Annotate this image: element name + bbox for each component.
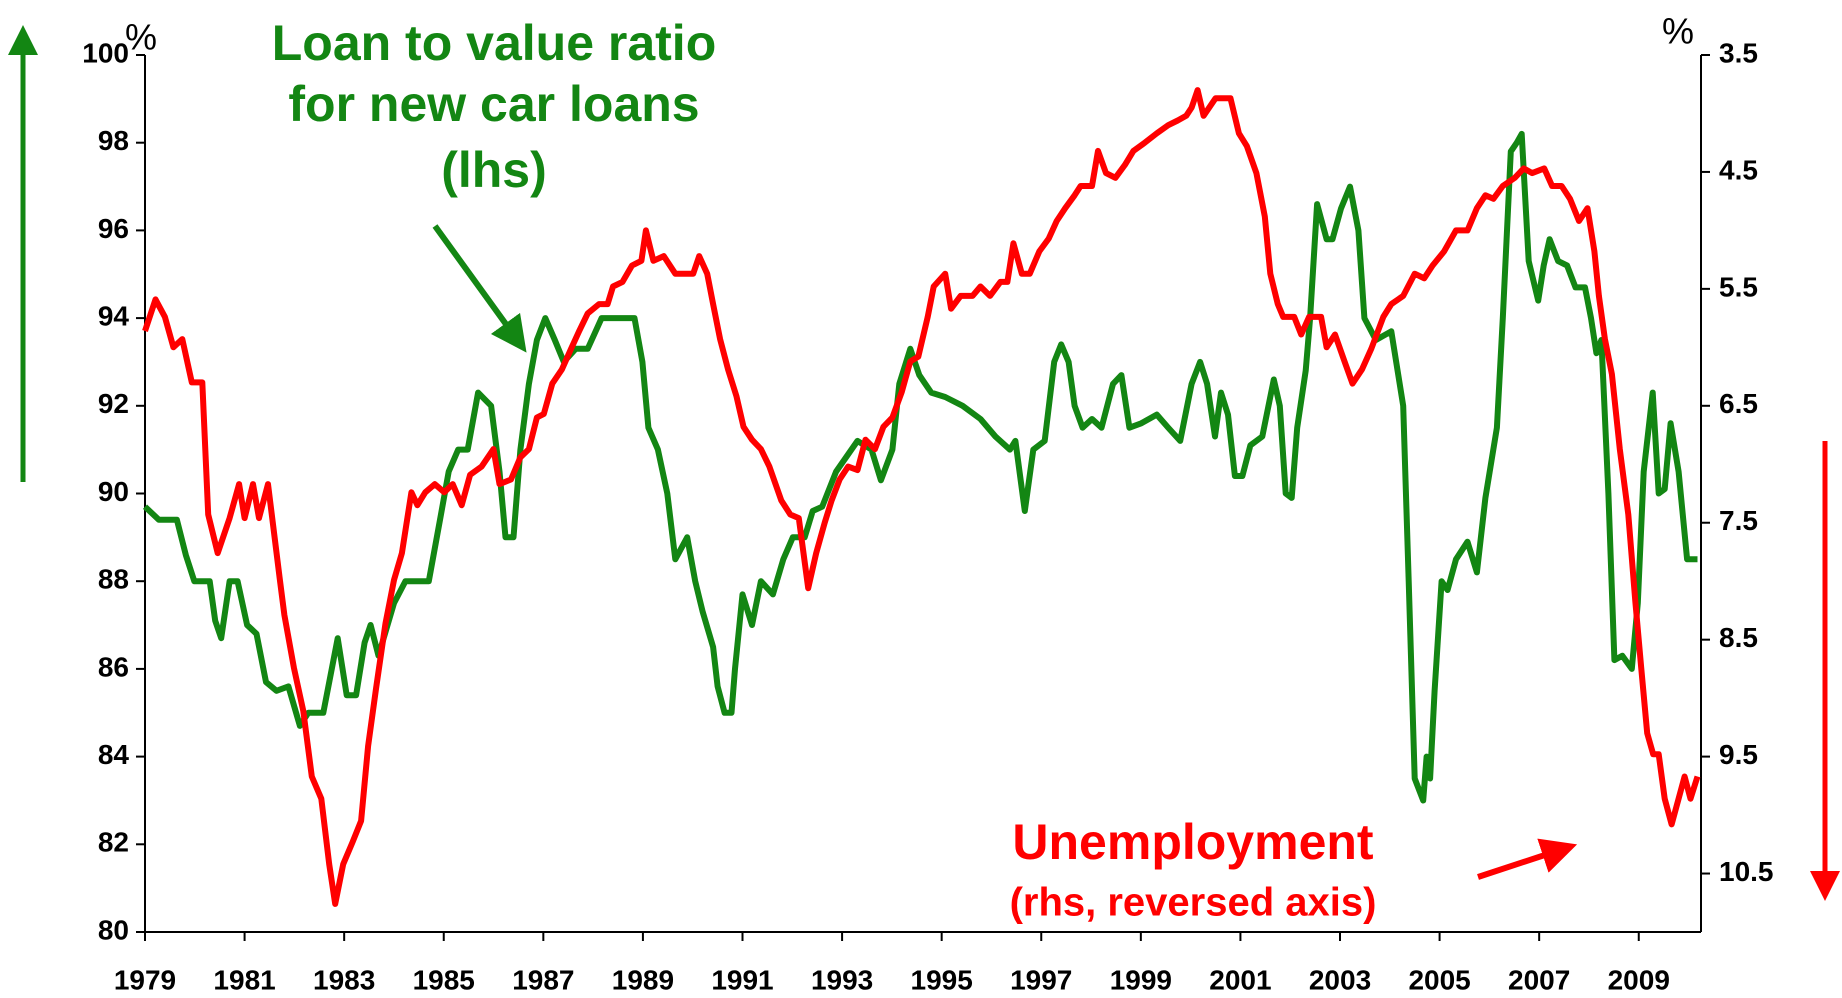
- x-tick-label: 2005: [1408, 964, 1470, 995]
- annotation: for new car loans: [288, 76, 699, 132]
- x-tick-label: 1979: [114, 964, 176, 995]
- y-tick-label: 94: [98, 300, 130, 331]
- x-tick-label: 2001: [1209, 964, 1271, 995]
- annotation: (lhs): [441, 142, 547, 198]
- y-tick-label: 88: [98, 564, 129, 595]
- y2-tick-label: 4.5: [1719, 154, 1758, 185]
- y2-tick-label: 8.5: [1719, 622, 1758, 653]
- x-tick-label: 1991: [711, 964, 773, 995]
- y2-tick-label: 9.5: [1719, 739, 1758, 770]
- y-tick-label: 86: [98, 651, 129, 682]
- x-tick-label: 1993: [811, 964, 873, 995]
- x-tick-label: 1983: [313, 964, 375, 995]
- x-tick-label: 2007: [1508, 964, 1570, 995]
- y2-unit: %: [1662, 11, 1694, 52]
- y-unit: %: [125, 17, 157, 58]
- y-tick-label: 82: [98, 827, 129, 858]
- x-tick-label: 1981: [213, 964, 275, 995]
- y-tick-label: 98: [98, 125, 129, 156]
- x-tick-label: 2009: [1608, 964, 1670, 995]
- lhs-pointer: [432, 224, 527, 353]
- y-tick-label: 100: [82, 37, 129, 68]
- y-tick-label: 90: [98, 476, 129, 507]
- y-tick-label: 92: [98, 388, 129, 419]
- x-tick-label: 1989: [612, 964, 674, 995]
- y2-tick-label: 10.5: [1719, 856, 1774, 887]
- y-tick-label: 84: [98, 739, 130, 770]
- y2-tick-label: 7.5: [1719, 505, 1758, 536]
- x-tick-label: 1985: [413, 964, 475, 995]
- x-tick-label: 1995: [911, 964, 973, 995]
- x-tick-label: 1997: [1010, 964, 1072, 995]
- y-tick-label: 96: [98, 213, 129, 244]
- rhs-pointer: [1477, 838, 1578, 880]
- annotation: (rhs, reversed axis): [1010, 881, 1377, 925]
- y2-tick-label: 3.5: [1719, 37, 1758, 68]
- series-line: [142, 130, 1698, 804]
- y2-tick-label: 5.5: [1719, 271, 1758, 302]
- annotation: Unemployment: [1012, 814, 1374, 870]
- annotation: Loan to value ratio: [272, 15, 717, 71]
- y-tick-label: 80: [98, 914, 129, 945]
- x-tick-label: 1987: [512, 964, 574, 995]
- y2-tick-label: 6.5: [1719, 388, 1758, 419]
- series-line: [142, 87, 1701, 907]
- x-tick-label: 1999: [1110, 964, 1172, 995]
- x-tick-label: 2003: [1309, 964, 1371, 995]
